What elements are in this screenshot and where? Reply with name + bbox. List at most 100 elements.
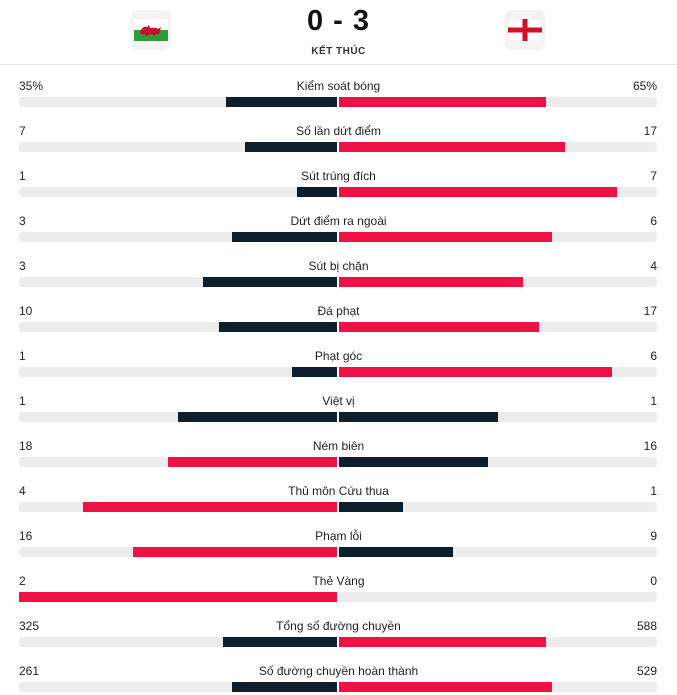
away-stat-value: 1 (650, 484, 657, 498)
away-stat-value: 17 (643, 304, 657, 318)
away-stat-bar-track (339, 547, 657, 557)
stat-label: Thủ môn Cứu thua (288, 484, 389, 498)
home-stat-bar (19, 592, 337, 602)
away-stat-bar-track (339, 682, 657, 692)
away-stat-bar (339, 412, 498, 422)
match-status: KẾT THÚC (311, 46, 366, 57)
away-stat-bar (339, 142, 565, 152)
stat-row: 2 Thẻ Vàng 0 (0, 560, 677, 605)
stat-row: 4 Thủ môn Cứu thua 1 (0, 470, 677, 515)
home-stat-value: 1 (19, 394, 26, 408)
away-stat-bar-track (339, 322, 657, 332)
home-stat-value: 261 (19, 664, 40, 678)
home-stat-bar (292, 367, 337, 377)
stat-label: Sút bị chặn (308, 259, 369, 273)
stat-label: Số lần dứt điểm (296, 124, 381, 138)
home-stat-value: 3 (19, 214, 26, 228)
stat-row: 18 Ném biên 16 (0, 425, 677, 470)
match-score: 0 - 3 (306, 5, 371, 37)
home-stat-bar (219, 322, 337, 332)
stat-row: 16 Phạm lỗi 9 (0, 515, 677, 560)
away-stat-bar (339, 187, 617, 197)
home-stat-bar-track (19, 367, 337, 377)
stat-label: Dứt điểm ra ngoài (290, 214, 387, 228)
away-stat-bar-track (339, 502, 657, 512)
home-stat-value: 1 (19, 349, 26, 363)
stat-label: Phạt góc (314, 349, 363, 363)
match-header: 0 - 3 KẾT THÚC (0, 0, 677, 65)
away-stat-bar-track (339, 592, 657, 602)
stat-label: Kiểm soát bóng (296, 79, 381, 93)
home-stat-bar (203, 277, 337, 287)
home-stat-bar-track (19, 322, 337, 332)
stats-list: 35% Kiểm soát bóng 65% 7 Số lần dứt điểm 17 1 S… (0, 65, 677, 695)
stat-row: 1 Việt vị 1 (0, 380, 677, 425)
away-stat-bar-track (339, 367, 657, 377)
away-stat-bar (339, 97, 546, 107)
stat-row: 3 Dứt điểm ra ngoài 6 (0, 200, 677, 245)
away-stat-value: 0 (650, 574, 657, 588)
away-stat-bar (339, 277, 523, 287)
away-stat-bar (339, 367, 612, 377)
stat-row: 261 Số đường chuyền hoàn thành 529 (0, 650, 677, 695)
home-stat-bar-track (19, 502, 337, 512)
home-stat-value: 10 (19, 304, 33, 318)
home-stat-bar (232, 232, 337, 242)
home-stat-bar-track (19, 682, 337, 692)
home-stat-value: 7 (19, 124, 26, 138)
stat-row: 35% Kiểm soát bóng 65% (0, 65, 677, 110)
stat-row: 7 Số lần dứt điểm 17 (0, 110, 677, 155)
home-stat-bar-track (19, 142, 337, 152)
home-stat-bar-track (19, 592, 337, 602)
away-stat-bar-track (339, 232, 657, 242)
away-stat-bar (339, 457, 488, 467)
away-stat-bar-track (339, 142, 657, 152)
away-stat-value: 9 (650, 529, 657, 543)
away-stat-bar (339, 502, 403, 512)
away-stat-bar-track (339, 187, 657, 197)
stat-label: Ném biên (312, 439, 365, 453)
stat-label: Sút trúng đích (301, 169, 376, 183)
home-stat-bar-track (19, 457, 337, 467)
away-stat-bar (339, 322, 539, 332)
home-stat-value: 2 (19, 574, 26, 588)
home-stat-bar (83, 502, 337, 512)
away-stat-value: 4 (650, 259, 657, 273)
home-stat-bar-track (19, 547, 337, 557)
stat-label: Tổng số đường chuyền (276, 619, 401, 633)
away-stat-bar (339, 547, 453, 557)
home-stat-bar-track (19, 277, 337, 287)
home-stat-value: 16 (19, 529, 33, 543)
away-stat-bar (339, 232, 552, 242)
stat-row: 10 Đá phạt 17 (0, 290, 677, 335)
wales-flag-icon[interactable] (131, 10, 171, 50)
home-stat-value: 1 (19, 169, 26, 183)
stat-label: Số đường chuyền hoàn thành (258, 664, 419, 678)
home-stat-bar-track (19, 412, 337, 422)
stat-label: Phạm lỗi (315, 529, 362, 543)
away-stat-value: 6 (650, 214, 657, 228)
away-stat-bar-track (339, 277, 657, 287)
home-stat-bar (133, 547, 337, 557)
home-stat-value: 35% (19, 79, 44, 93)
stat-label: Việt vị (322, 394, 355, 408)
away-stat-value: 7 (650, 169, 657, 183)
home-stat-value: 325 (19, 619, 40, 633)
home-stat-bar (226, 97, 337, 107)
stat-row: 1 Phạt góc 6 (0, 335, 677, 380)
away-stat-value: 588 (636, 619, 657, 633)
home-stat-bar (178, 412, 337, 422)
home-stat-bar-track (19, 187, 337, 197)
away-stat-value: 17 (643, 124, 657, 138)
away-stat-bar-track (339, 97, 657, 107)
stat-label: Đá phạt (317, 304, 360, 318)
home-stat-bar-track (19, 232, 337, 242)
stat-label: Thẻ Vàng (312, 574, 365, 588)
stat-row: 325 Tổng số đường chuyền 588 (0, 605, 677, 650)
away-stat-bar-track (339, 412, 657, 422)
home-stat-bar (297, 187, 337, 197)
home-stat-value: 3 (19, 259, 26, 273)
home-stat-bar (232, 682, 337, 692)
away-stat-value: 16 (643, 439, 657, 453)
england-flag-icon[interactable] (505, 10, 545, 50)
